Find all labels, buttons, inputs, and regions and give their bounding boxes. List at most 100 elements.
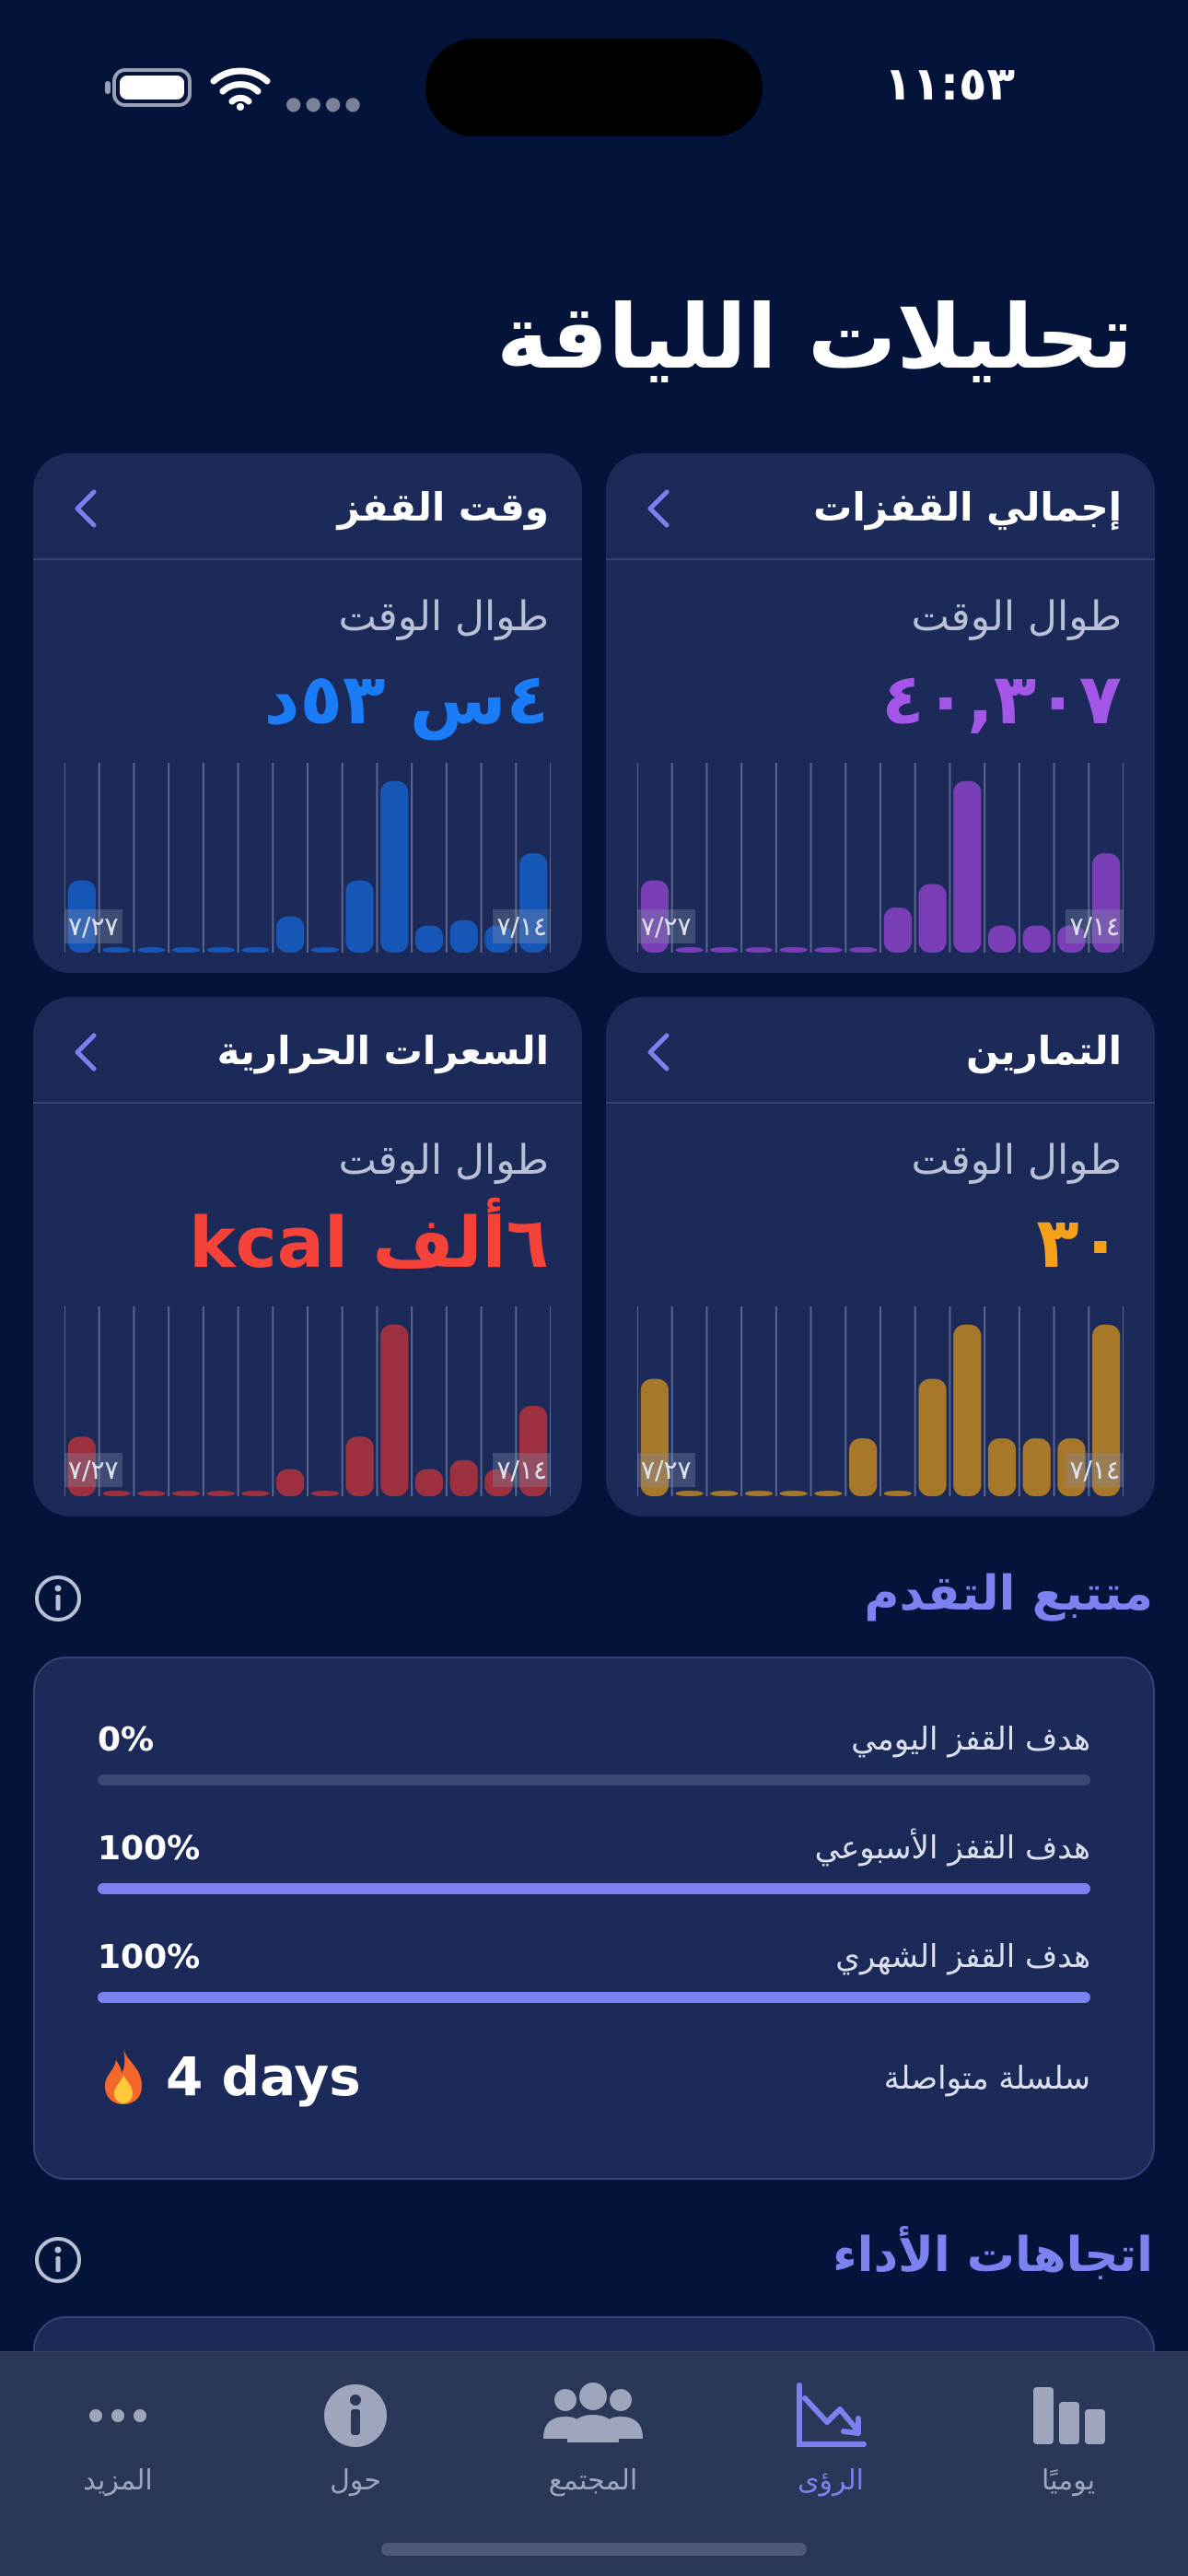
tab-label: يوميًا <box>1041 2465 1096 2497</box>
goal-daily: هدف القفز اليومي 0% <box>98 1721 1090 1795</box>
chart-bar <box>414 1469 444 1496</box>
bar-chart-svg <box>64 763 552 953</box>
info-icon[interactable] <box>33 2235 83 2285</box>
tab-insights[interactable]: الرؤى <box>739 2380 923 2518</box>
flame-icon <box>105 2049 142 2104</box>
tab-more[interactable]: المزيد <box>26 2380 210 2518</box>
chart-bar <box>137 1491 166 1496</box>
progress-fill <box>98 1883 1090 1894</box>
chart-bar <box>519 1406 548 1496</box>
bar-chart: ٧/١٤ ٧/٢٧ <box>64 1306 552 1496</box>
chart-bar <box>640 880 669 953</box>
card-title: التمارين <box>966 1028 1122 1073</box>
card-title: وقت القفز <box>337 485 549 530</box>
chart-bar <box>241 1491 270 1496</box>
info-icon <box>324 2384 387 2447</box>
chart-bar <box>849 947 878 953</box>
card-total-jumps[interactable]: إجمالي القفزات طوال الوقت ٤٠,٣٠٧ ٧/١٤ ٧/٢… <box>606 453 1155 973</box>
streak-value: 4 days <box>98 2045 361 2108</box>
card-jump-time[interactable]: وقت القفز طوال الوقت ٤س ٥٣د ٧/١٤ ٧/٢٧ <box>33 453 582 973</box>
insights-icon <box>797 2383 867 2447</box>
dynamic-island <box>425 39 763 136</box>
chart-bar <box>380 780 409 953</box>
chart-bar <box>1057 925 1086 953</box>
bar-chart-svg <box>636 1306 1124 1496</box>
chevron-left-icon[interactable] <box>63 485 111 533</box>
chart-bar <box>310 1491 339 1496</box>
goal-label: هدف القفز الشهري <box>835 1938 1090 1975</box>
x-tick-label: ٧/١٤ <box>493 1453 551 1487</box>
chart-bar <box>883 1491 912 1496</box>
chart-bar <box>171 947 201 953</box>
chart-bar <box>449 919 478 953</box>
chart-bar <box>241 947 270 953</box>
chart-bar <box>310 947 339 953</box>
goal-label: هدف القفز اليومي <box>851 1721 1090 1758</box>
status-time: ١١:٥٣ <box>883 57 1015 111</box>
card-value: ٤٠,٣٠٧ <box>881 658 1122 740</box>
x-tick-label: ٧/٢٧ <box>64 1453 122 1487</box>
chevron-left-icon[interactable] <box>635 1028 683 1076</box>
chart-bar <box>137 947 166 953</box>
chart-bar <box>814 947 843 953</box>
tab-about[interactable]: حول <box>263 2380 448 2518</box>
community-icon <box>543 2383 643 2442</box>
chevron-left-icon[interactable] <box>635 485 683 533</box>
card-calories[interactable]: السعرات الحرارية طوال الوقت ٦ألف kcal ٧/… <box>33 997 582 1516</box>
card-header: السعرات الحرارية <box>33 997 582 1104</box>
chart-bar <box>206 947 235 953</box>
chart-bar <box>171 1491 201 1496</box>
tab-bar: يوميًا الرؤى المجتمع حول <box>0 2351 1188 2576</box>
chart-bar <box>276 1469 305 1496</box>
card-workouts[interactable]: التمارين طوال الوقت ٣٠ ٧/١٤ ٧/٢٧ <box>606 997 1155 1516</box>
chart-bar <box>883 907 912 953</box>
chart-bar <box>987 925 1017 953</box>
chevron-left-icon[interactable] <box>63 1028 111 1076</box>
bars-icon <box>1033 2387 1105 2444</box>
bar-chart-svg <box>64 1306 552 1496</box>
info-icon[interactable] <box>33 1574 83 1623</box>
chart-bar <box>345 1436 374 1496</box>
bar-chart: ٧/١٤ ٧/٢٧ <box>636 763 1124 953</box>
tab-label: المزيد <box>83 2465 153 2497</box>
chart-bar <box>414 925 444 953</box>
chart-bar <box>1022 1438 1051 1496</box>
chart-bar <box>675 947 704 953</box>
tab-label: المجتمع <box>548 2465 638 2497</box>
tab-daily[interactable]: يوميًا <box>976 2380 1160 2518</box>
card-subtitle: طوال الوقت <box>338 1137 549 1184</box>
card-header: التمارين <box>606 997 1155 1104</box>
chart-bar <box>1022 925 1051 953</box>
goal-monthly: هدف القفز الشهري 100% <box>98 1938 1090 2012</box>
card-subtitle: طوال الوقت <box>911 1137 1122 1184</box>
goal-percent: 100% <box>98 1830 201 1868</box>
card-subtitle: طوال الوقت <box>338 593 549 640</box>
chart-bar <box>640 1378 669 1496</box>
chart-bar <box>102 1491 131 1496</box>
chart-bar <box>710 1491 739 1496</box>
home-indicator <box>381 2543 807 2556</box>
x-tick-label: ٧/١٤ <box>1066 909 1124 943</box>
chart-bar <box>1092 1324 1121 1496</box>
progress-track <box>98 1774 1090 1786</box>
chart-bar <box>380 1324 409 1496</box>
chart-bar <box>276 916 305 953</box>
chart-bar <box>206 1491 235 1496</box>
x-tick-label: ٧/٢٧ <box>637 909 695 943</box>
tab-community[interactable]: المجتمع <box>501 2380 685 2518</box>
chart-bar <box>918 1378 947 1496</box>
chart-bar <box>779 1491 808 1496</box>
goal-percent: 100% <box>98 1938 201 1976</box>
chart-bar <box>102 947 131 953</box>
goal-weekly: هدف القفز الأسبوعي 100% <box>98 1830 1090 1903</box>
chart-bar <box>710 947 739 953</box>
more-icon <box>89 2409 146 2422</box>
chart-bar <box>953 780 982 953</box>
streak-label: سلسلة متواصلة <box>883 2060 1090 2097</box>
card-subtitle: طوال الوقت <box>911 593 1122 640</box>
chart-bar <box>744 947 774 953</box>
goal-percent: 0% <box>98 1721 155 1759</box>
progress-tracker-title: متتبع التقدم <box>864 1566 1153 1622</box>
chart-bar <box>67 1436 96 1496</box>
chart-bar <box>484 925 513 953</box>
